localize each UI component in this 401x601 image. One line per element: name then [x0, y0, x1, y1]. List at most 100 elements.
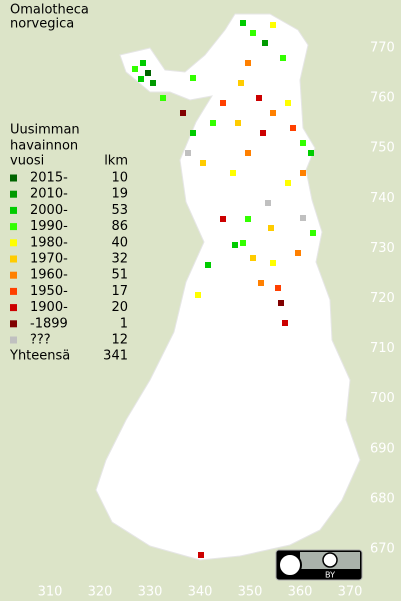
observation-square — [220, 100, 226, 106]
legend: 2015- 10 2010- 19 2000- 53 1990- 86 1980- 40 1970-… — [9, 171, 128, 364]
legend-swatch — [10, 255, 17, 263]
grid-east-label: 310 — [38, 585, 63, 600]
observation-square — [220, 216, 226, 222]
legend-swatch — [10, 223, 17, 231]
title-line: Omalotheca — [10, 3, 89, 18]
observation-square — [308, 150, 314, 156]
grid-north-label: 730 — [370, 241, 395, 256]
observation-square — [132, 66, 138, 72]
legend-label: 2015- — [30, 171, 68, 186]
grid-east-label: 350 — [238, 585, 263, 600]
legend-total: 341 — [103, 349, 128, 364]
finland-outline — [95, 13, 361, 561]
legend-count: 19 — [111, 187, 128, 202]
observation-square — [285, 180, 291, 186]
observation-square — [262, 40, 268, 46]
legend-count: 32 — [111, 252, 128, 267]
legend-label: 1980- — [30, 235, 68, 250]
observation-square — [140, 60, 146, 66]
legend-count: 1 — [120, 316, 128, 331]
legend-swatch — [10, 239, 17, 247]
observation-square — [270, 110, 276, 116]
observation-square — [190, 130, 196, 136]
observation-square — [300, 215, 306, 221]
grid-north-label: 700 — [370, 391, 395, 406]
observation-square — [245, 150, 251, 156]
observations — [132, 20, 316, 558]
observation-square — [200, 160, 206, 166]
observation-square — [280, 55, 286, 61]
legend-label: ??? — [30, 333, 51, 348]
legend-total-label: Yhteensä — [9, 349, 70, 364]
legend-swatch — [10, 271, 17, 279]
observation-square — [265, 200, 271, 206]
observation-square — [238, 80, 244, 86]
legend-count: 20 — [111, 300, 128, 315]
grid-north-label: 690 — [370, 441, 395, 456]
legend-swatch — [10, 320, 17, 328]
observation-square — [250, 30, 256, 36]
observation-square — [185, 150, 191, 156]
legend-header: vuosi — [10, 154, 44, 169]
legend-count: 53 — [111, 203, 128, 218]
legend-label: 1970- — [30, 252, 68, 267]
grid-north-label: 760 — [370, 91, 395, 106]
badge-text: BY — [325, 571, 335, 580]
observation-square — [310, 230, 316, 236]
observation-square — [245, 60, 251, 66]
observation-square — [270, 22, 276, 28]
observation-square — [230, 170, 236, 176]
license-badge: BY — [275, 549, 363, 581]
legend-count: 40 — [111, 235, 128, 250]
observation-square — [210, 120, 216, 126]
by-icon — [322, 552, 338, 568]
legend-label: 2000- — [30, 203, 68, 218]
observation-square — [180, 110, 186, 116]
observation-square — [285, 100, 291, 106]
observation-square — [282, 320, 288, 326]
grid-east-label: 320 — [88, 585, 113, 600]
grid-north-label: 720 — [370, 291, 395, 306]
observation-square — [300, 170, 306, 176]
observation-square — [268, 225, 274, 231]
legend-label: 1990- — [30, 219, 68, 234]
title-line: norvegica — [10, 17, 74, 32]
cc-icon — [278, 553, 302, 577]
observation-square — [235, 120, 241, 126]
legend-count: 86 — [111, 219, 128, 234]
observation-square — [260, 130, 266, 136]
observation-square — [195, 292, 201, 298]
observation-square — [250, 255, 256, 261]
legend-count: 12 — [111, 333, 128, 348]
legend-count: 10 — [111, 171, 128, 186]
observation-square — [160, 95, 166, 101]
observation-square — [256, 95, 262, 101]
grid-east-label: 340 — [188, 585, 213, 600]
legend-label: 1950- — [30, 284, 68, 299]
grid-north-label: 670 — [370, 542, 395, 557]
legend-header: Uusimman — [10, 123, 80, 138]
observation-square — [205, 262, 211, 268]
grid-north-label: 740 — [370, 191, 395, 206]
grid-north-label: 770 — [370, 41, 395, 56]
observation-square — [290, 125, 296, 131]
observation-square — [240, 240, 246, 246]
observation-square — [295, 250, 301, 256]
legend-swatch — [10, 190, 17, 198]
legend-swatch — [10, 336, 17, 344]
legend-swatch — [10, 206, 17, 214]
legend-swatch — [10, 287, 17, 295]
observation-square — [275, 285, 281, 291]
legend-count: 17 — [111, 284, 128, 299]
legend-swatch — [10, 304, 17, 312]
observation-square — [198, 552, 204, 558]
observation-square — [190, 75, 196, 81]
grid-north-label: 680 — [370, 491, 395, 506]
grid-north-label: 710 — [370, 341, 395, 356]
grid-east-label: 370 — [338, 585, 363, 600]
observation-square — [300, 140, 306, 146]
legend-header: havainnon — [10, 139, 78, 154]
legend-label: 1900- — [30, 300, 68, 315]
